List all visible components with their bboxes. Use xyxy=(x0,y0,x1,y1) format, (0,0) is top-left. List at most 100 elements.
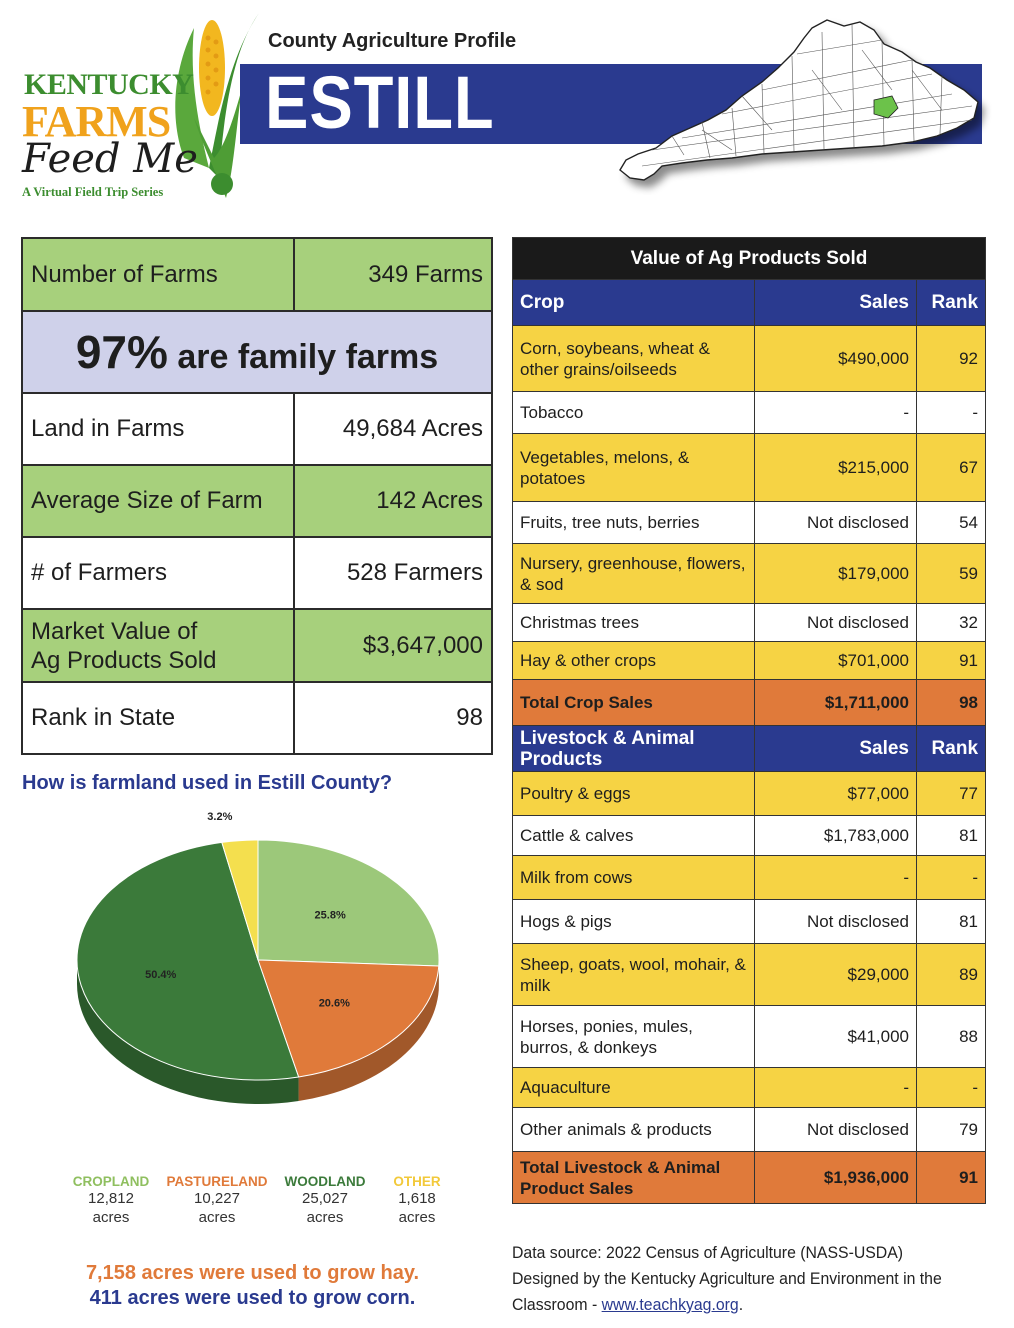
legend-pastureland-acres: 10,227 xyxy=(194,1190,240,1207)
livestock-sales: $77,000 xyxy=(754,771,917,816)
market-value: $3,647,000 xyxy=(293,608,493,683)
livestock-sales: Not disclosed xyxy=(754,899,917,944)
stat-row-rank: Rank in State 98 xyxy=(21,681,493,755)
data-source-note: Data source: 2022 Census of Agriculture … xyxy=(512,1240,958,1318)
livestock-total-rank: 91 xyxy=(915,1151,987,1204)
pie-label-pastureland: 20.6% xyxy=(319,997,350,1009)
pie-side-pastureland xyxy=(298,966,439,1101)
logo-kentucky: KENTUCKY xyxy=(24,68,194,101)
market-label-line1: Market Value of xyxy=(31,617,198,645)
source-suffix: . xyxy=(738,1295,744,1314)
crop-rank: 32 xyxy=(915,603,987,642)
pie-label-other: 3.2% xyxy=(207,811,232,823)
crop-sales: - xyxy=(754,391,917,434)
crop-rank: 92 xyxy=(915,325,987,392)
livestock-row: Other animals & products Not disclosed 79 xyxy=(512,1107,987,1152)
livestock-sales: $1,783,000 xyxy=(754,815,917,856)
livestock-total-name: Total Livestock & Animal Product Sales xyxy=(512,1151,755,1204)
legend-woodland-acres: 25,027 xyxy=(302,1190,348,1207)
legend-pastureland-unit: acres xyxy=(198,1209,236,1226)
livestock-sales: - xyxy=(754,855,917,900)
stat-row-market-value: Market Value of Ag Products Sold $3,647,… xyxy=(21,608,493,683)
crop-sales-header: Sales xyxy=(754,279,917,326)
source-line2: Designed by the Kentucky Agriculture and… xyxy=(512,1269,942,1288)
rank-label: Rank in State xyxy=(21,681,295,755)
crop-name: Nursery, greenhouse, flowers, & sod xyxy=(512,543,755,604)
livestock-name: Hogs & pigs xyxy=(512,899,755,944)
crop-row: Tobacco - - xyxy=(512,391,987,434)
livestock-name: Horses, ponies, mules, burros, & donkeys xyxy=(512,1005,755,1068)
livestock-row: Cattle & calves $1,783,000 81 xyxy=(512,815,987,856)
crop-rank: 91 xyxy=(915,641,987,680)
pie-slice-other xyxy=(221,839,259,961)
crop-name: Vegetables, melons, & potatoes xyxy=(512,433,755,502)
legend-pastureland: PASTURELAND 10,227 acres xyxy=(162,1174,272,1227)
stat-row-avg-size: Average Size of Farm 142 Acres xyxy=(21,464,493,538)
teachkyag-link[interactable]: www.teachkyag.org xyxy=(601,1295,739,1314)
logo-farms: FARMS xyxy=(22,97,171,146)
kentucky-map-icon xyxy=(619,19,979,181)
crop-name: Hay & other crops xyxy=(512,641,755,680)
source-prefix: Classroom - xyxy=(512,1295,602,1314)
crop-row: Nursery, greenhouse, flowers, & sod $179,… xyxy=(512,543,987,604)
legend-cropland: CROPLAND 12,812 acres xyxy=(56,1174,166,1227)
livestock-row: Hogs & pigs Not disclosed 81 xyxy=(512,899,987,944)
crop-sales: Not disclosed xyxy=(754,603,917,642)
pie-slice-pastureland xyxy=(257,959,440,1078)
profile-label: County Agriculture Profile xyxy=(268,30,517,52)
legend-pastureland-name: PASTURELAND xyxy=(166,1174,268,1189)
livestock-total-sales: $1,936,000 xyxy=(754,1151,917,1204)
crop-total-name: Total Crop Sales xyxy=(512,679,755,726)
family-pct: 97% xyxy=(75,326,168,378)
legend-woodland-unit: acres xyxy=(306,1209,344,1226)
livestock-rank: - xyxy=(915,1067,987,1108)
crop-header: Crop xyxy=(512,279,755,326)
crop-name: Fruits, tree nuts, berries xyxy=(512,501,755,544)
livestock-row: Sheep, goats, wool, mohair, & milk $29,00… xyxy=(512,943,987,1006)
livestock-rank: 79 xyxy=(915,1107,987,1152)
crop-sales: $215,000 xyxy=(754,433,917,502)
crop-row: Vegetables, melons, & potatoes $215,000 67 xyxy=(512,433,987,502)
legend-other: OTHER 1,618 acres xyxy=(362,1174,472,1227)
crop-sales: Not disclosed xyxy=(754,501,917,544)
pie-side-woodland xyxy=(77,960,299,1104)
livestock-header-row: Livestock & Animal Products Sales Rank xyxy=(512,725,987,772)
crop-rank-header: Rank xyxy=(915,279,987,326)
crop-rank: 54 xyxy=(915,501,987,544)
land-value: 49,684 Acres xyxy=(293,392,493,466)
stat-row-farmers: # of Farmers 528 Farmers xyxy=(21,536,493,610)
livestock-rank: 77 xyxy=(915,771,987,816)
livestock-rank-header: Rank xyxy=(915,725,987,772)
logo-tagline: A Virtual Field Trip Series xyxy=(22,185,164,199)
livestock-rank: 88 xyxy=(915,1005,987,1068)
crop-sales: $179,000 xyxy=(754,543,917,604)
crop-row: Christmas trees Not disclosed 32 xyxy=(512,603,987,642)
crop-total-rank: 98 xyxy=(915,679,987,726)
land-label: Land in Farms xyxy=(21,392,295,466)
pie-slice-woodland xyxy=(76,841,300,1081)
pie-label-cropland: 25.8% xyxy=(315,910,346,922)
livestock-row: Horses, ponies, mules, burros, & donkeys… xyxy=(512,1005,987,1068)
legend-other-unit: acres xyxy=(398,1209,436,1226)
livestock-rank: 89 xyxy=(915,943,987,1006)
legend-cropland-acres: 12,812 xyxy=(88,1190,134,1207)
livestock-rank: 81 xyxy=(915,899,987,944)
stat-row-farms: Number of Farms 349 Farms xyxy=(21,237,493,312)
livestock-name: Milk from cows xyxy=(512,855,755,900)
market-label-line2: Ag Products Sold xyxy=(31,646,217,674)
crop-row: Fruits, tree nuts, berries Not disclosed 5… xyxy=(512,501,987,544)
county-name: ESTILL xyxy=(265,61,495,144)
crop-rank: - xyxy=(915,391,987,434)
county-stats-table: Number of Farms 349 Farms 97% are family… xyxy=(21,237,493,755)
crop-name: Tobacco xyxy=(512,391,755,434)
family-text: are family farms xyxy=(177,338,439,376)
farmers-value: 528 Farmers xyxy=(293,536,493,610)
pie-label-woodland: 50.4% xyxy=(145,969,176,981)
corn-note: 411 acres were used to grow corn. xyxy=(89,1287,416,1309)
livestock-name: Other animals & products xyxy=(512,1107,755,1152)
farmland-question: How is farmland used in Estill County? xyxy=(22,772,393,794)
market-label: Market Value of Ag Products Sold xyxy=(21,608,295,683)
livestock-row: Poultry & eggs $77,000 77 xyxy=(512,771,987,816)
crop-total-row: Total Crop Sales $1,711,000 98 xyxy=(512,679,987,726)
legend-cropland-unit: acres xyxy=(92,1209,130,1226)
